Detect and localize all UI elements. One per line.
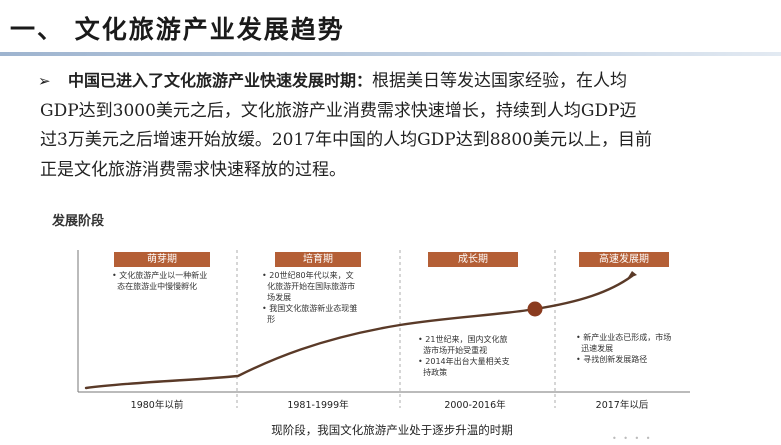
paragraph-line-4: 正是文化旅游消费需求快速释放的过程。: [40, 159, 346, 180]
figure-stage-label: 发展阶段: [52, 214, 105, 229]
phase-note-line: • 文化旅游产业以一种新业: [112, 271, 208, 280]
phase-note-line: 态在旅游业中慢慢孵化: [112, 282, 198, 291]
phase-years-4: 2017年以后: [595, 400, 649, 411]
phase-note-line: 迅速发展: [576, 344, 614, 353]
phase-note-line: 持政策: [418, 368, 448, 377]
phase-years-2: 1981-1999年: [287, 400, 349, 411]
phase-tag-4: 高速发展期: [579, 252, 669, 267]
current-stage-marker: [527, 301, 543, 317]
phase-note-line: 游市场开始受重视: [418, 346, 488, 355]
phase-note-line: • 2014年出台大量相关支: [418, 357, 510, 366]
phase-note-line: • 21世纪来，国内文化旅: [418, 335, 508, 344]
paragraph-lead: 中国已进入了文化旅游产业快速发展时期：: [68, 71, 373, 90]
paragraph-line-1: 中国已进入了文化旅游产业快速发展时期：根据美日等发达国家经验，在人均: [40, 66, 760, 97]
phase-tag-2: 培育期: [275, 252, 361, 267]
page-title: 一、 文化旅游产业发展趋势: [10, 15, 345, 44]
current-stage-caption: 现阶段，我国文化旅游产业处于逐步升温的时期: [271, 423, 513, 437]
phase-note-line: 场发展: [262, 293, 292, 302]
page-marker: • • • •: [612, 434, 653, 443]
paragraph-line-2: GDP达到3000美元之后，文化旅游产业消费需求快速增长，持续到人均GDP迈: [40, 100, 637, 121]
phase-years-1: 1980年以前: [130, 400, 184, 411]
paragraph-line1-text: 根据美日等发达国家经验，在人均: [372, 71, 628, 91]
phase-years-3: 2000-2016年: [444, 400, 506, 411]
paragraph-line-3: 过3万美元之后增速开始放缓。2017年中国的人均GDP达到8800美元以上，目前: [40, 130, 652, 150]
phase-tag-1: 萌芽期: [114, 252, 210, 267]
phase-notes-3: • 21世纪来，国内文化旅 游市场开始受重视 • 2014年出台大量相关支 持政…: [418, 334, 538, 378]
curve-arrow-icon: [627, 271, 637, 279]
title-underline: [0, 52, 781, 56]
bullet-arrow-icon: ➢: [38, 72, 51, 90]
growth-curve: [84, 274, 634, 390]
phase-note-line: • 新产业业态已形成，市场: [576, 333, 672, 342]
phase-tag-3: 成长期: [428, 252, 518, 267]
phase-notes-1: • 文化旅游产业以一种新业 态在旅游业中慢慢孵化: [112, 270, 232, 292]
phase-note-line: 形: [262, 315, 276, 324]
phase-notes-4: • 新产业业态已形成，市场 迅速发展 • 寻找创新发展路径: [576, 332, 701, 365]
phase-note-line: • 我国文化旅游新业态现雏: [262, 304, 358, 313]
title-bar: 一、 文化旅游产业发展趋势: [0, 0, 781, 58]
phase-note-line: • 20世纪80年代以来，文: [262, 271, 354, 280]
phase-note-line: • 寻找创新发展路径: [576, 355, 648, 364]
body-paragraph: 中国已进入了文化旅游产业快速发展时期：根据美日等发达国家经验，在人均 GDP达到…: [40, 66, 760, 185]
phase-note-line: 化旅游开始在国际旅游市: [262, 282, 356, 291]
phase-notes-2: • 20世纪80年代以来，文 化旅游开始在国际旅游市 场发展 • 我国文化旅游新…: [262, 270, 387, 325]
